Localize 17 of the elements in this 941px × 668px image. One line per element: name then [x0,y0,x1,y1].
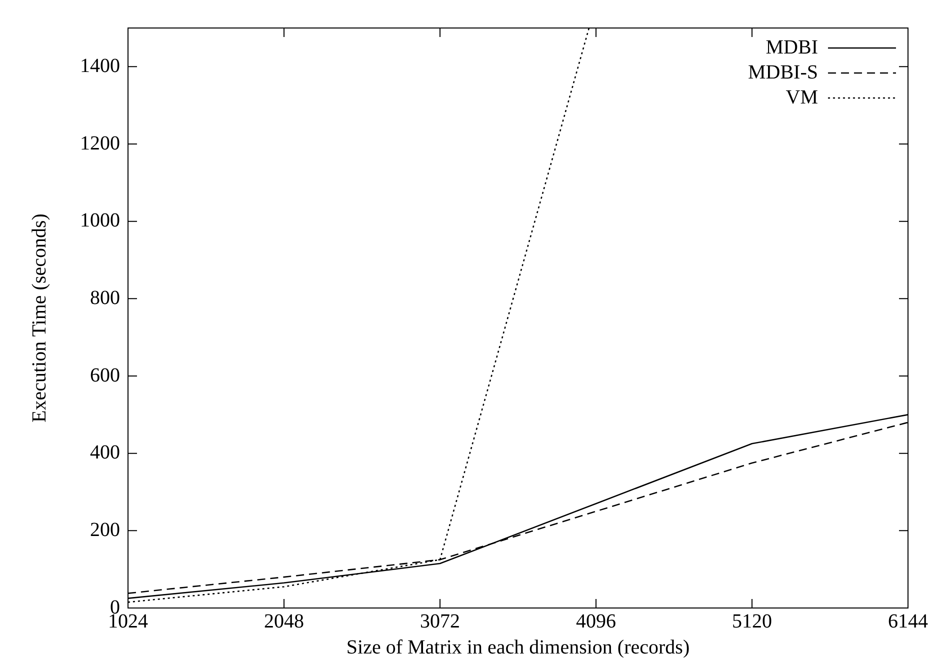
legend-label: VM [786,86,818,108]
y-axis-title: Execution Time (seconds) [28,214,50,422]
y-tick-label: 600 [90,364,120,386]
x-tick-label: 6144 [888,610,928,632]
x-tick-label: 2048 [264,610,304,632]
x-tick-label: 3072 [420,610,460,632]
y-tick-label: 1200 [80,132,120,154]
legend-label: MDBI-S [748,61,818,84]
x-axis-title: Size of Matrix in each dimension (records) [346,636,690,658]
x-tick-label: 4096 [576,610,616,632]
y-tick-label: 200 [90,518,120,541]
y-tick-label: 400 [90,442,120,464]
y-tick-label: 800 [90,286,120,309]
y-tick-label: 1400 [80,54,120,77]
legend-label: MDBI [766,36,818,58]
y-tick-label: 1000 [80,210,120,232]
x-tick-label: 5120 [732,610,772,632]
